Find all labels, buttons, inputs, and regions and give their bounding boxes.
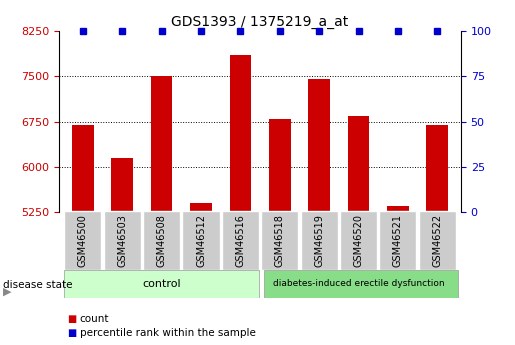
Text: GSM46512: GSM46512 <box>196 214 206 267</box>
Text: GSM46503: GSM46503 <box>117 214 127 267</box>
Text: GSM46500: GSM46500 <box>78 214 88 267</box>
Text: ▶: ▶ <box>3 287 11 296</box>
Text: ■: ■ <box>67 328 76 338</box>
Bar <box>269 119 290 212</box>
Bar <box>348 116 369 212</box>
Text: GSM46522: GSM46522 <box>432 214 442 267</box>
FancyBboxPatch shape <box>340 211 377 270</box>
FancyBboxPatch shape <box>64 211 101 270</box>
Bar <box>308 79 330 212</box>
FancyBboxPatch shape <box>380 211 417 270</box>
Bar <box>111 158 133 212</box>
Text: percentile rank within the sample: percentile rank within the sample <box>80 328 256 338</box>
FancyBboxPatch shape <box>419 211 456 270</box>
Text: control: control <box>142 279 181 289</box>
FancyBboxPatch shape <box>104 211 141 270</box>
Bar <box>426 125 448 212</box>
Bar <box>151 76 173 212</box>
Text: GSM46521: GSM46521 <box>393 214 403 267</box>
Text: GSM46519: GSM46519 <box>314 214 324 267</box>
Text: ■: ■ <box>67 314 76 324</box>
Title: GDS1393 / 1375219_a_at: GDS1393 / 1375219_a_at <box>171 14 349 29</box>
Bar <box>230 55 251 212</box>
Text: disease state: disease state <box>3 280 72 289</box>
FancyBboxPatch shape <box>301 211 338 270</box>
Bar <box>190 203 212 212</box>
Text: GSM46516: GSM46516 <box>235 214 245 267</box>
Text: GSM46508: GSM46508 <box>157 214 167 267</box>
FancyBboxPatch shape <box>222 211 259 270</box>
Text: GSM46518: GSM46518 <box>275 214 285 267</box>
FancyBboxPatch shape <box>64 270 259 298</box>
Text: GSM46520: GSM46520 <box>353 214 364 267</box>
FancyBboxPatch shape <box>264 270 458 298</box>
FancyBboxPatch shape <box>261 211 298 270</box>
Text: count: count <box>80 314 109 324</box>
Text: diabetes-induced erectile dysfunction: diabetes-induced erectile dysfunction <box>273 279 444 288</box>
FancyBboxPatch shape <box>143 211 180 270</box>
Bar <box>387 206 409 212</box>
Bar <box>72 125 94 212</box>
FancyBboxPatch shape <box>182 211 219 270</box>
